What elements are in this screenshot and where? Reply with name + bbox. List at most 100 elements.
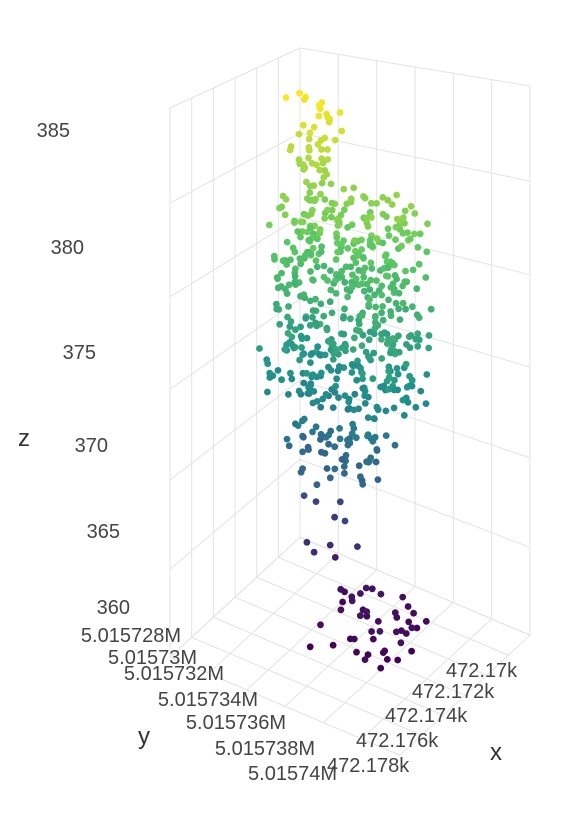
data-point (296, 89, 303, 97)
data-point (273, 305, 281, 313)
data-point (397, 639, 405, 647)
data-point (406, 344, 414, 352)
y-tick-5015732: 5.015732M (124, 663, 224, 685)
data-point (364, 414, 372, 421)
data-point (404, 398, 412, 406)
data-point (309, 428, 316, 436)
data-point (306, 189, 314, 197)
data-point (316, 166, 324, 174)
data-point (313, 481, 321, 489)
data-point (391, 272, 399, 279)
y-axis-title: y (138, 723, 150, 750)
data-point (341, 588, 348, 596)
data-point (355, 462, 363, 470)
data-point (424, 220, 431, 228)
data-point (365, 301, 373, 308)
data-point (340, 463, 348, 470)
data-point (351, 390, 359, 398)
data-point (370, 349, 378, 357)
data-point (256, 345, 263, 352)
data-point (316, 226, 324, 233)
data-point (285, 391, 292, 398)
data-point (310, 388, 318, 395)
data-point (329, 404, 337, 411)
data-point (327, 427, 335, 435)
data-point (365, 336, 373, 344)
data-point (284, 313, 291, 321)
data-point (366, 295, 373, 303)
data-point (402, 630, 410, 637)
data-point (324, 156, 332, 163)
data-point (409, 303, 416, 311)
data-point (295, 387, 303, 395)
data-point (399, 593, 407, 601)
data-point (401, 207, 409, 215)
data-point (379, 194, 387, 201)
data-point (395, 289, 403, 297)
z-tick-370: 370 (75, 435, 108, 457)
data-point (361, 656, 369, 663)
data-point (354, 543, 361, 550)
data-point (286, 146, 294, 154)
data-point (299, 432, 306, 440)
data-point (382, 272, 390, 280)
data-points (256, 89, 435, 672)
data-point (373, 200, 380, 207)
data-point (317, 369, 325, 377)
data-point (348, 369, 356, 376)
data-point (325, 440, 332, 448)
data-point (358, 342, 366, 350)
data-point (281, 346, 289, 353)
data-point (369, 635, 377, 643)
data-point (264, 388, 271, 396)
data-point (398, 242, 405, 250)
data-point (384, 225, 392, 233)
data-point (366, 208, 374, 216)
data-point (376, 628, 384, 635)
data-point (395, 305, 402, 313)
data-point (273, 300, 280, 308)
data-point (377, 664, 385, 672)
data-point (309, 244, 317, 252)
data-point (322, 391, 330, 398)
data-point (328, 309, 336, 317)
data-point (321, 351, 329, 359)
data-point (398, 627, 405, 634)
data-point (402, 360, 410, 368)
data-point (425, 332, 433, 339)
data-point (374, 406, 382, 414)
grid-line (169, 458, 301, 570)
grid-line (399, 634, 531, 756)
data-point (326, 474, 334, 482)
data-point (344, 405, 352, 413)
data-point (307, 359, 314, 366)
data-point (320, 262, 328, 270)
grid-line (169, 298, 301, 390)
data-point (360, 273, 368, 281)
data-point (306, 643, 314, 651)
data-point (412, 335, 420, 343)
data-point (332, 382, 339, 390)
data-point (305, 154, 312, 162)
data-point (359, 375, 366, 383)
data-point (292, 281, 299, 288)
data-point (368, 265, 376, 272)
data-point (382, 407, 390, 415)
data-point (329, 641, 337, 649)
data-point (411, 210, 419, 217)
data-point (317, 300, 325, 308)
data-point (303, 369, 310, 377)
data-point (297, 323, 304, 331)
y-tick-5015728: 5.015728M (81, 625, 181, 647)
data-point (305, 135, 313, 143)
data-point (324, 206, 331, 214)
data-point (359, 370, 366, 377)
y-tick-5015736: 5.015736M (186, 712, 286, 734)
data-point (336, 109, 344, 116)
data-point (411, 230, 418, 238)
data-point (366, 354, 373, 362)
data-point (297, 233, 304, 241)
data-point (392, 236, 399, 244)
data-point (368, 242, 376, 250)
